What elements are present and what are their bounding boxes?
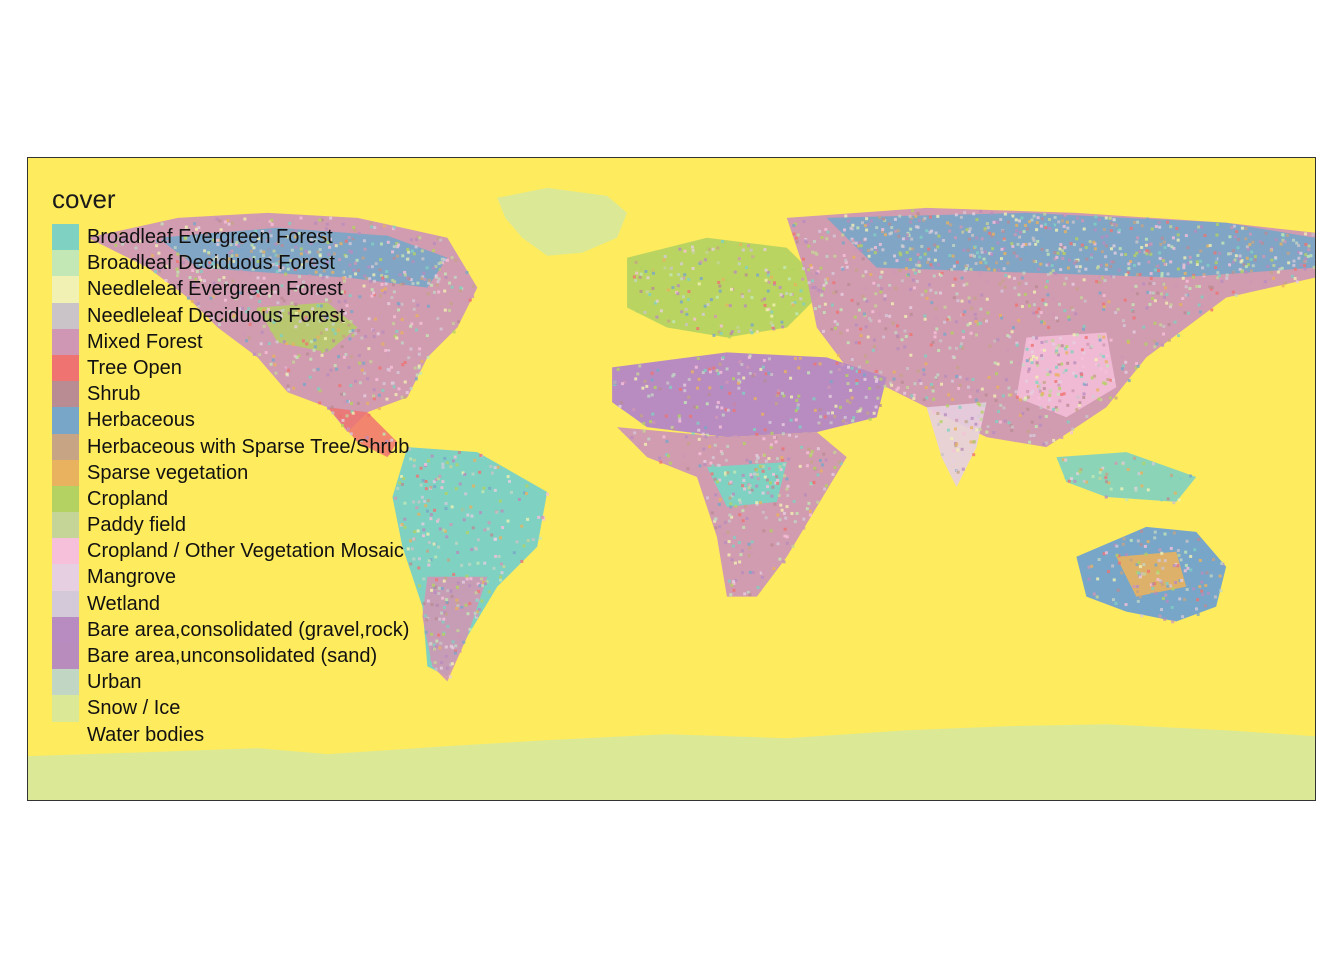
legend-title: cover <box>52 184 116 214</box>
legend-swatch <box>52 695 79 722</box>
legend-label: Sparse vegetation <box>87 461 249 484</box>
legend-label: Cropland / Other Vegetation Mosaic <box>87 540 404 563</box>
antarctica-region <box>28 724 1315 800</box>
legend-items: Broadleaf Evergreen Forest Broadleaf Deci… <box>52 224 409 748</box>
legend-item: Wetland <box>52 590 160 617</box>
legend-swatch <box>52 250 79 277</box>
map-panel <box>27 157 1316 801</box>
legend-item: Bare area,unconsolidated (sand) <box>52 643 377 670</box>
legend-swatch <box>52 616 79 643</box>
legend-label: Urban <box>87 671 142 694</box>
legend-swatch <box>52 669 79 696</box>
legend-swatch <box>52 302 79 329</box>
north-america-boreal <box>157 227 448 288</box>
legend-swatch <box>52 381 79 408</box>
map-legend: cover Broadleaf Evergreen Forest Broadlea… <box>52 184 409 748</box>
siberia-region <box>826 212 1315 278</box>
legend-label: Shrub <box>87 383 141 406</box>
legend-label: Paddy field <box>87 514 186 537</box>
legend-label: Tree Open <box>87 356 182 379</box>
legend-item: Paddy field <box>52 512 186 539</box>
legend-swatch <box>52 485 79 513</box>
legend-swatch <box>52 643 79 670</box>
legend-item: Broadleaf Evergreen Forest <box>52 224 333 251</box>
legend-item: Cropland <box>52 485 168 513</box>
legend-swatch <box>52 354 79 382</box>
legend-swatch <box>52 590 79 617</box>
legend-item: Snow / Ice <box>52 695 180 722</box>
legend-label: Cropland <box>87 487 169 510</box>
legend-item: Herbaceous <box>52 407 195 434</box>
legend-swatch <box>52 276 79 303</box>
land-cover-map <box>28 158 1315 800</box>
legend-label: Herbaceous <box>87 409 195 432</box>
europe-region <box>627 237 827 338</box>
legend-swatch <box>52 564 79 591</box>
legend-swatch <box>52 538 79 565</box>
legend-item: Tree Open <box>52 354 182 382</box>
legend-item: Shrub <box>52 381 140 408</box>
legend-item: Water bodies <box>52 721 204 748</box>
legend-item: Cropland / Other Vegetation Mosaic <box>52 538 404 565</box>
legend-label: Water bodies <box>87 723 205 746</box>
legend-item: Sparse vegetation <box>52 459 248 486</box>
legend-item: Broadleaf Deciduous Forest <box>52 250 335 277</box>
greenland-region <box>497 187 628 256</box>
legend-item: Mixed Forest <box>52 328 203 355</box>
legend-label: Broadleaf Deciduous Forest <box>87 252 335 275</box>
legend-swatch <box>52 459 79 486</box>
africa-region <box>617 427 847 597</box>
legend-label: Mixed Forest <box>87 330 203 353</box>
legend-item: Urban <box>52 669 141 696</box>
legend-item: Needleleaf Deciduous Forest <box>52 302 345 329</box>
sahara-region <box>612 352 887 438</box>
legend-label: Needleleaf Evergreen Forest <box>87 278 343 301</box>
legend-item: Bare area,consolidated (gravel,rock) <box>52 616 409 643</box>
legend-swatch <box>52 407 79 434</box>
legend-item: Herbaceous with Sparse Tree/Shrub <box>52 433 409 460</box>
land-cover-speckle <box>107 209 1315 679</box>
legend-label: Snow / Ice <box>87 697 181 720</box>
legend-item: Needleleaf Evergreen Forest <box>52 276 343 303</box>
legend-swatch <box>52 224 79 251</box>
legend-item: Mangrove <box>52 564 176 591</box>
legend-swatch <box>52 512 79 539</box>
legend-swatch <box>52 328 79 355</box>
legend-label: Mangrove <box>87 566 176 589</box>
legend-label: Wetland <box>87 592 161 615</box>
legend-label: Needleleaf Deciduous Forest <box>87 304 345 327</box>
legend-swatch <box>52 721 79 748</box>
legend-label: Herbaceous with Sparse Tree/Shrub <box>87 435 410 458</box>
legend-label: Bare area,unconsolidated (sand) <box>87 645 378 667</box>
legend-swatch <box>52 433 79 460</box>
legend-label: Broadleaf Evergreen Forest <box>87 226 333 248</box>
legend-label: Bare area,consolidated (gravel,rock) <box>87 618 410 641</box>
